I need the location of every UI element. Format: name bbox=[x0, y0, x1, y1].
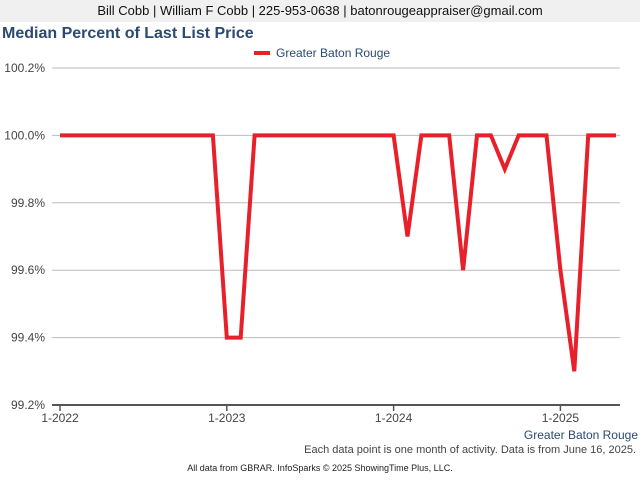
footer-credit: All data from GBRAR. InfoSparks © 2025 S… bbox=[187, 463, 453, 473]
chart-title: Median Percent of Last List Price bbox=[2, 25, 254, 42]
gridlines bbox=[52, 67, 620, 339]
footer-note: Each data point is one month of activity… bbox=[304, 444, 636, 456]
y-tick-label: 99.2% bbox=[11, 398, 45, 412]
header-contact: Bill Cobb | William F Cobb | 225-953-063… bbox=[0, 0, 640, 22]
x-tick-label: 1-2024 bbox=[375, 411, 413, 425]
y-tick-label: 99.6% bbox=[11, 263, 45, 277]
y-tick-label: 99.4% bbox=[11, 331, 45, 345]
series-layer bbox=[60, 133, 616, 372]
x-axis-label: Greater Baton Rouge bbox=[523, 428, 638, 442]
y-tick-label: 100.0% bbox=[4, 128, 45, 142]
x-tick-label: 1-2025 bbox=[542, 411, 580, 425]
x-tick-label: 1-2023 bbox=[208, 411, 246, 425]
y-tick-labels: 99.2% 99.4% 99.6% 99.8% 100.0% 100.2% bbox=[4, 61, 45, 412]
legend-swatch bbox=[254, 51, 270, 55]
legend-label: Greater Baton Rouge bbox=[276, 46, 391, 60]
y-tick-label: 100.2% bbox=[4, 61, 45, 75]
series-line-greater-baton-rouge bbox=[60, 133, 616, 372]
y-tick-label: 99.8% bbox=[11, 196, 45, 210]
legend[interactable]: Greater Baton Rouge bbox=[254, 46, 390, 60]
x-axis: 1-2022 1-2023 1-2024 1-2025 bbox=[41, 404, 620, 425]
x-tick-label: 1-2022 bbox=[41, 411, 79, 425]
